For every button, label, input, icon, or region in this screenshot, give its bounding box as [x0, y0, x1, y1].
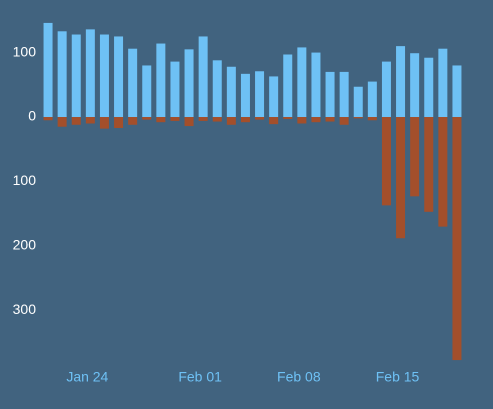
bar — [381, 61, 391, 118]
bar — [396, 46, 406, 118]
bar — [255, 71, 265, 118]
y-tick-label: 0 — [28, 108, 36, 124]
bar — [85, 117, 95, 124]
bar — [311, 117, 321, 123]
bar — [198, 36, 208, 118]
bar — [198, 117, 208, 121]
bar — [128, 48, 138, 118]
bar — [325, 71, 335, 118]
bar — [353, 86, 363, 118]
bar — [339, 71, 349, 118]
x-tick-label: Feb 08 — [277, 369, 321, 385]
bar — [283, 54, 293, 118]
bar — [85, 29, 95, 118]
bar — [170, 61, 180, 118]
bar — [57, 31, 67, 118]
bar — [424, 57, 434, 118]
y-tick-label: 100 — [13, 172, 37, 188]
y-tick-label: 300 — [13, 301, 37, 317]
bar — [410, 53, 420, 118]
bar — [142, 65, 152, 118]
bar — [452, 65, 462, 118]
bar — [381, 117, 391, 206]
bar — [43, 117, 53, 121]
bar — [325, 117, 335, 122]
x-tick-label: Jan 24 — [66, 369, 108, 385]
bar — [114, 117, 124, 128]
bar — [438, 48, 448, 118]
bar — [396, 117, 406, 239]
bar — [367, 117, 377, 121]
x-tick-label: Feb 01 — [178, 369, 222, 385]
bar — [142, 117, 152, 120]
bar — [311, 52, 321, 118]
bar — [156, 43, 166, 118]
bar — [438, 117, 448, 227]
bar — [240, 73, 250, 118]
bar — [226, 117, 236, 125]
bar — [339, 117, 349, 125]
bar — [410, 117, 420, 197]
bar — [128, 117, 138, 125]
bar — [226, 66, 236, 118]
bar — [353, 117, 363, 119]
bar — [184, 49, 194, 118]
bar — [212, 117, 222, 122]
bar — [367, 81, 377, 118]
x-tick-label: Feb 15 — [376, 369, 420, 385]
bar — [99, 117, 109, 129]
bar — [297, 47, 307, 118]
bar — [184, 117, 194, 127]
bar — [424, 117, 434, 212]
bar — [71, 34, 81, 118]
bar — [283, 117, 293, 119]
bar — [57, 117, 67, 127]
y-tick-label: 100 — [13, 43, 37, 59]
bar — [452, 117, 462, 361]
bar — [156, 117, 166, 123]
bar — [212, 60, 222, 118]
bar — [43, 22, 53, 118]
y-tick-label: 200 — [13, 237, 37, 253]
bar — [269, 117, 279, 125]
bar — [240, 117, 250, 123]
bar — [170, 117, 180, 121]
bar — [114, 36, 124, 118]
bar — [269, 76, 279, 118]
bar — [71, 117, 81, 125]
bar — [255, 117, 265, 120]
bar — [297, 117, 307, 124]
bar — [99, 34, 109, 118]
